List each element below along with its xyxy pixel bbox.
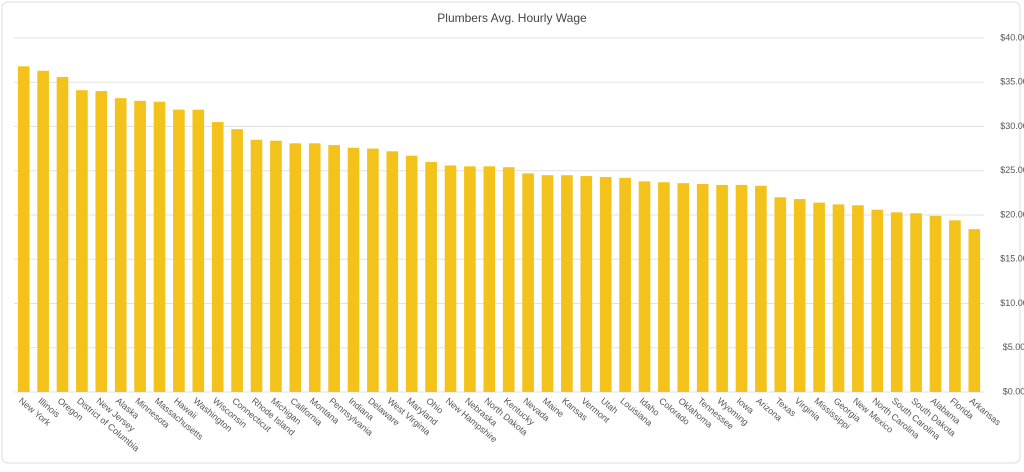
bar [464,166,476,392]
bar [425,161,437,392]
bar [871,209,884,392]
bar [813,202,825,392]
chart-title: Plumbers Avg. Hourly Wage [437,11,587,25]
bar [192,109,205,392]
y-tick-label: $35.00 [1000,77,1024,87]
y-tick-label: $15.00 [1000,254,1024,264]
bar [735,184,748,392]
bar [929,215,942,392]
bar [619,177,631,392]
bar [541,175,554,392]
bar [599,176,612,392]
bar [658,182,670,392]
bar [580,176,593,392]
bar [677,183,690,392]
bar [890,212,903,392]
bar [793,199,806,392]
bar [561,175,573,392]
bar [774,197,787,392]
bar [638,181,651,392]
y-tick-label: $40.00 [1000,32,1024,42]
bar [114,98,127,393]
y-tick-label: $30.00 [1000,121,1024,131]
bar [832,204,845,392]
y-tick-label: $5.00 [1003,342,1024,352]
bar [37,70,49,393]
bar [949,220,961,392]
bar [852,205,864,392]
bar [968,229,981,392]
bar [250,139,263,392]
bar [173,109,185,392]
bar [386,151,399,392]
bar [444,165,457,392]
bar [95,91,108,392]
bar [696,184,709,392]
bar [211,122,224,392]
bar [76,90,88,392]
bar [134,100,146,393]
y-tick-label: $10.00 [1000,298,1024,308]
bar [755,185,767,392]
bar [367,148,379,392]
bar [502,167,515,392]
bar [17,66,30,392]
bar [153,101,166,392]
bar [405,155,418,392]
bar [347,147,360,392]
bar [270,140,282,392]
bar [328,145,340,392]
bar [910,213,922,392]
bar [289,143,302,392]
bar [231,129,243,392]
y-tick-label: $0.00 [1003,386,1024,396]
y-tick-label: $20.00 [1000,209,1024,219]
bar [308,143,321,392]
bar [522,173,534,392]
bar [56,76,69,392]
bar [483,166,496,392]
y-tick-label: $25.00 [1000,165,1024,175]
bar [716,184,728,392]
